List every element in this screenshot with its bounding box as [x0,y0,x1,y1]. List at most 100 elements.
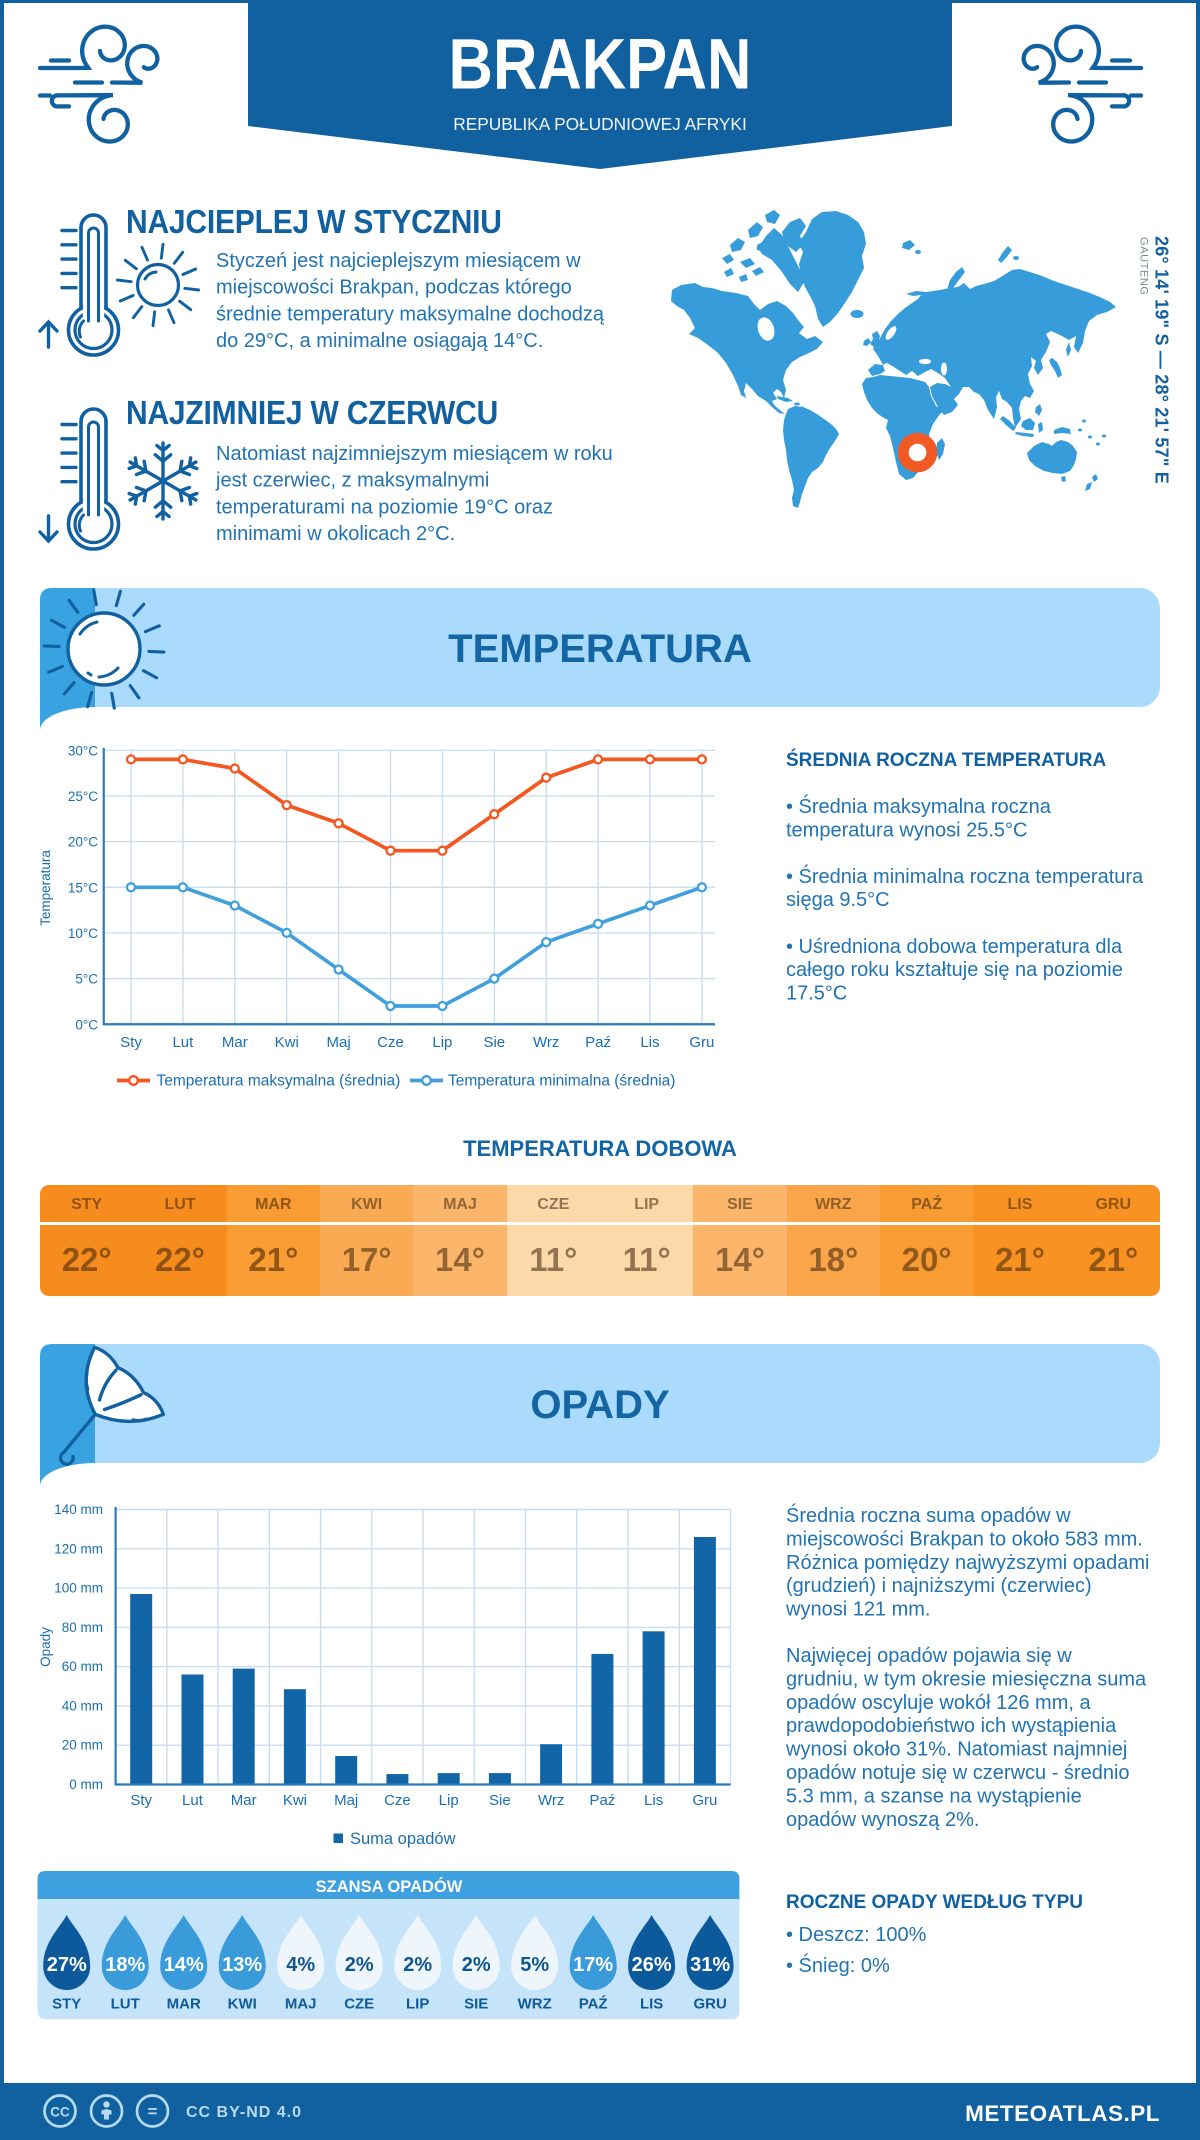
svg-text:Gru: Gru [692,1792,717,1809]
svg-text:40 mm: 40 mm [62,1698,103,1713]
svg-text:Maj: Maj [334,1792,358,1809]
svg-text:26° 14' 19" S — 28° 21' 57" E: 26° 14' 19" S — 28° 21' 57" E [1152,236,1172,484]
svg-text:wynosi około 31%. Natomiast na: wynosi około 31%. Natomiast najmniej [785,1739,1127,1761]
svg-text:REPUBLIKA POŁUDNIOWEJ AFRYKI: REPUBLIKA POŁUDNIOWEJ AFRYKI [453,114,747,134]
svg-text:BRAKPAN: BRAKPAN [449,26,752,105]
svg-text:13%: 13% [222,1954,262,1976]
svg-text:Mar: Mar [231,1792,257,1809]
svg-text:ROCZNE OPADY WEDŁUG TYPU: ROCZNE OPADY WEDŁUG TYPU [786,1892,1083,1913]
svg-text:(grudzień) i najniższymi (czer: (grudzień) i najniższymi (czerwiec) [786,1575,1092,1597]
svg-text:15°C: 15°C [68,880,98,895]
svg-text:MAJ: MAJ [285,1996,317,2013]
svg-text:Najwięcej opadów pojawia się w: Najwięcej opadów pojawia się w [786,1645,1072,1667]
svg-text:GRU: GRU [693,1996,726,2013]
svg-text:=: = [148,2102,158,2121]
svg-text:opadów notuje się w czerwcu -: opadów notuje się w czerwcu - średnio [786,1762,1130,1784]
svg-text:Paź: Paź [589,1792,615,1809]
svg-text:STY: STY [52,1996,81,2013]
svg-text:METEOATLAS.PL: METEOATLAS.PL [965,2101,1160,2126]
svg-text:Sty: Sty [130,1792,152,1809]
svg-text:TEMPERATURA DOBOWA: TEMPERATURA DOBOWA [463,1136,737,1161]
svg-text:średnie temperatury maksymalne: średnie temperatury maksymalne dochodzą [216,303,605,325]
svg-text:120 mm: 120 mm [54,1541,103,1556]
svg-text:SIE: SIE [464,1996,488,2013]
svg-text:0 mm: 0 mm [69,1777,103,1792]
svg-text:Paź: Paź [585,1034,611,1051]
svg-text:Wrz: Wrz [533,1034,559,1051]
svg-text:MAR: MAR [167,1996,201,2013]
svg-text:OPADY: OPADY [530,1383,670,1427]
svg-text:sięga 9.5°C: sięga 9.5°C [786,889,890,911]
svg-text:Suma opadów: Suma opadów [350,1830,456,1848]
svg-text:NAJCIEPLEJ W STYCZNIU: NAJCIEPLEJ W STYCZNIU [126,202,502,240]
svg-text:Cze: Cze [384,1792,411,1809]
svg-text:Lip: Lip [432,1034,452,1051]
svg-text:TEMPERATURA: TEMPERATURA [448,627,752,671]
svg-text:ŚREDNIA ROCZNA TEMPERATURA: ŚREDNIA ROCZNA TEMPERATURA [786,749,1106,771]
svg-text:temperaturami na poziomie 19°C: temperaturami na poziomie 19°C oraz [216,496,553,518]
svg-text:LUT: LUT [111,1996,140,2013]
svg-text:Różnica pomiędzy najwyższymi o: Różnica pomiędzy najwyższymi opadami [786,1552,1149,1574]
svg-text:20 mm: 20 mm [62,1738,103,1753]
svg-text:całego roku kształtuje się na: całego roku kształtuje się na poziomie [786,959,1123,981]
svg-text:Sie: Sie [489,1792,511,1809]
svg-text:5.3 mm, a szanse na wystąpieni: 5.3 mm, a szanse na wystąpienie [786,1785,1082,1807]
svg-text:26%: 26% [632,1954,672,1976]
svg-text:2%: 2% [462,1954,491,1976]
svg-text:27%: 27% [47,1954,87,1976]
svg-text:SZANSA OPADÓW: SZANSA OPADÓW [316,1877,463,1896]
svg-text:14%: 14% [164,1954,204,1976]
svg-text:Cze: Cze [377,1034,404,1051]
svg-text:opadów wynoszą 2%.: opadów wynoszą 2%. [786,1809,979,1831]
svg-text:PAŹ: PAŹ [579,1996,608,2013]
svg-text:Mar: Mar [222,1034,248,1051]
svg-text:wynosi 121 mm.: wynosi 121 mm. [785,1599,931,1621]
svg-text:• Średnia minimalna roczna tem: • Średnia minimalna roczna temperatura [786,864,1144,888]
svg-text:GAUTENG: GAUTENG [1138,237,1150,296]
svg-text:2%: 2% [345,1954,374,1976]
svg-text:opadów oscyluje wokół 126 mm,: opadów oscyluje wokół 126 mm, a [786,1692,1091,1714]
svg-text:5°C: 5°C [75,972,98,987]
svg-text:NAJZIMNIEJ W CZERWCU: NAJZIMNIEJ W CZERWCU [126,393,498,431]
svg-text:WRZ: WRZ [518,1996,552,2013]
svg-text:Opady: Opady [38,1627,53,1667]
svg-text:miejscowości Brakpan, podczas: miejscowości Brakpan, podczas którego [216,277,572,299]
svg-text:5%: 5% [520,1954,549,1976]
svg-text:17.5°C: 17.5°C [786,982,847,1004]
svg-text:CC: CC [50,2105,70,2120]
svg-text:CC BY-ND 4.0: CC BY-ND 4.0 [186,2104,302,2121]
svg-text:Lis: Lis [640,1034,659,1051]
svg-text:100 mm: 100 mm [54,1581,103,1596]
svg-text:Temperatura maksymalna (średni: Temperatura maksymalna (średnia) [157,1073,401,1090]
svg-text:Sty: Sty [120,1034,142,1051]
svg-text:80 mm: 80 mm [62,1620,103,1635]
svg-text:Lis: Lis [644,1792,663,1809]
svg-text:4%: 4% [286,1954,315,1976]
svg-text:20°C: 20°C [68,835,98,850]
svg-text:Maj: Maj [327,1034,351,1051]
svg-text:temperatura wynosi 25.5°C: temperatura wynosi 25.5°C [786,819,1027,841]
svg-text:140 mm: 140 mm [54,1502,103,1517]
svg-text:Średnia roczna suma opadów w: Średnia roczna suma opadów w [786,1503,1071,1527]
svg-text:Natomiast najzimniejszym miesi: Natomiast najzimniejszym miesiącem w rok… [216,443,613,465]
svg-text:prawdopodobieństwo ich wystąpi: prawdopodobieństwo ich wystąpienia [786,1715,1117,1737]
svg-text:30°C: 30°C [68,743,98,758]
svg-text:Lut: Lut [182,1792,204,1809]
svg-text:60 mm: 60 mm [62,1659,103,1674]
svg-text:Lip: Lip [439,1792,459,1809]
svg-text:Gru: Gru [689,1034,714,1051]
svg-text:2%: 2% [403,1954,432,1976]
svg-text:miejscowości Brakpan to około: miejscowości Brakpan to około 583 mm. [786,1528,1143,1550]
svg-text:Kwi: Kwi [275,1034,299,1051]
svg-text:• Uśredniona dobowa temperatur: • Uśredniona dobowa temperatura dla [786,936,1123,958]
svg-text:Temperatura: Temperatura [38,850,53,926]
svg-text:Kwi: Kwi [283,1792,307,1809]
svg-text:Wrz: Wrz [538,1792,564,1809]
svg-text:17%: 17% [573,1954,613,1976]
svg-text:jest czerwiec, z maksymalnymi: jest czerwiec, z maksymalnymi [215,470,489,492]
svg-text:Styczeń jest najcieplejszym mi: Styczeń jest najcieplejszym miesiącem w [216,250,581,272]
svg-text:• Średnia maksymalna roczna: • Średnia maksymalna roczna [786,794,1052,818]
svg-text:Temperatura minimalna (średnia: Temperatura minimalna (średnia) [448,1073,675,1090]
svg-text:LIP: LIP [406,1996,429,2013]
svg-text:minimami w okolicach 2°C.: minimami w okolicach 2°C. [216,523,455,545]
